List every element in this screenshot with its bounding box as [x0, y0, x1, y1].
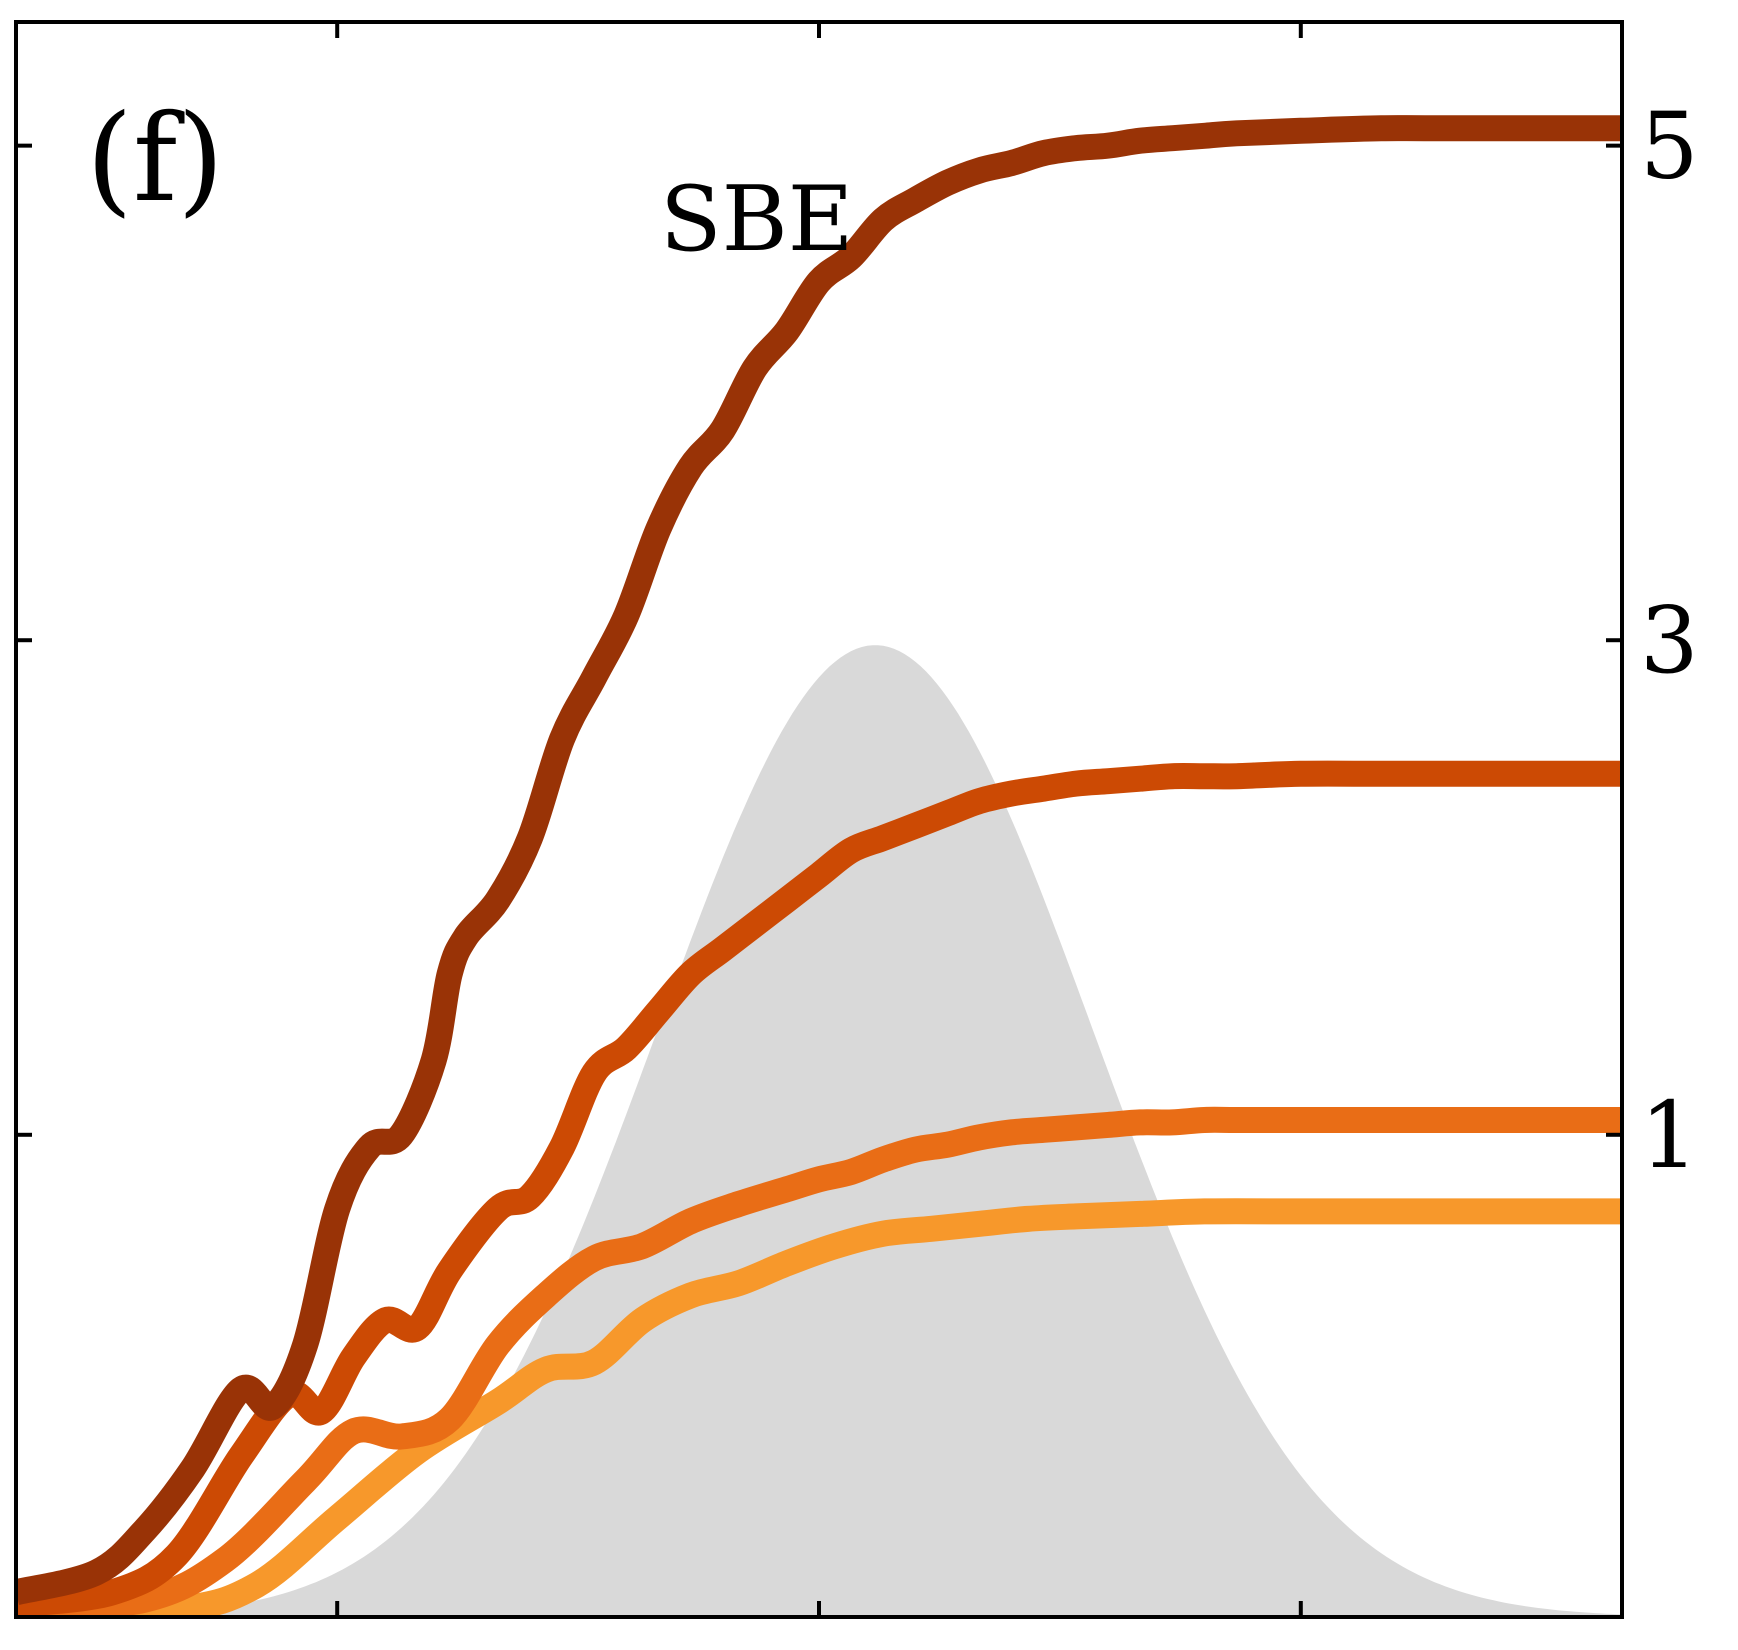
y-tick-labels: 1 3 5 [1640, 93, 1699, 1189]
background-pulse [16, 645, 1622, 1617]
series-line-2 [16, 760, 1622, 1617]
series-line-4 [16, 1198, 1622, 1617]
axes [14, 20, 1624, 1619]
chart-title: SBE [660, 167, 854, 272]
series-line-3 [16, 1106, 1622, 1617]
plot-clip-group [16, 115, 1622, 1617]
plot-area [16, 115, 1622, 1617]
series-line-1 [16, 115, 1622, 1605]
y-tick-label-3: 5 [1640, 93, 1699, 200]
panel-label: (f) [86, 90, 224, 229]
y-tick-label-1: 1 [1640, 1082, 1699, 1189]
y-tick-label-2: 3 [1640, 587, 1699, 694]
